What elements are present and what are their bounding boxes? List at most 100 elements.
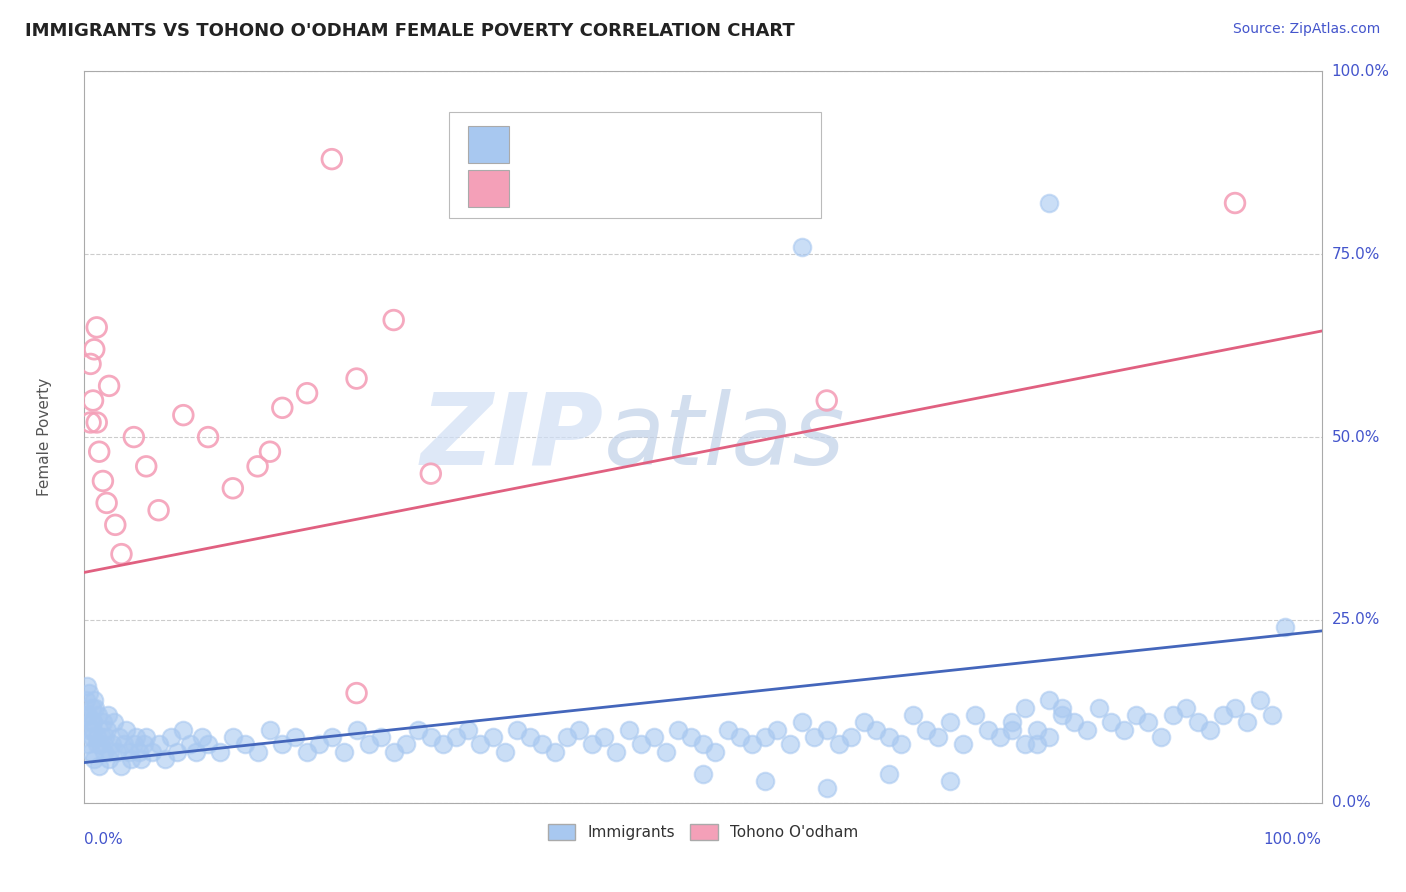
Point <box>172 408 194 422</box>
Point <box>952 737 974 751</box>
Text: atlas: atlas <box>605 389 845 485</box>
Point <box>209 745 232 759</box>
Point <box>179 737 201 751</box>
Point <box>1001 715 1024 730</box>
Point <box>128 745 150 759</box>
Point <box>82 715 104 730</box>
Point <box>100 737 122 751</box>
Point <box>90 730 112 744</box>
Point <box>141 745 163 759</box>
Legend: Immigrants, Tohono O'odham: Immigrants, Tohono O'odham <box>541 818 865 847</box>
FancyBboxPatch shape <box>468 170 509 207</box>
Point <box>766 723 789 737</box>
Point <box>87 708 110 723</box>
Point <box>222 481 245 495</box>
Point <box>75 693 97 707</box>
Point <box>246 745 269 759</box>
Point <box>83 343 105 357</box>
Point <box>271 737 294 751</box>
Point <box>80 730 103 744</box>
Point <box>1137 715 1160 730</box>
Point <box>1001 723 1024 737</box>
Point <box>927 730 949 744</box>
Point <box>104 517 127 532</box>
Point <box>1088 700 1111 714</box>
Point <box>184 745 207 759</box>
Point <box>419 467 441 481</box>
Point <box>82 723 104 737</box>
Point <box>1050 700 1073 714</box>
Point <box>135 730 157 744</box>
Point <box>125 730 148 744</box>
Text: Source: ZipAtlas.com: Source: ZipAtlas.com <box>1233 22 1381 37</box>
Point <box>605 745 627 759</box>
Point <box>77 708 100 723</box>
Point <box>93 745 115 759</box>
Text: 75.0%: 75.0% <box>1331 247 1379 261</box>
Point <box>666 723 689 737</box>
Text: IMMIGRANTS VS TOHONO O'ODHAM FEMALE POVERTY CORRELATION CHART: IMMIGRANTS VS TOHONO O'ODHAM FEMALE POVE… <box>25 22 794 40</box>
Point <box>506 723 529 737</box>
Point <box>370 730 392 744</box>
Point <box>1063 715 1085 730</box>
Point <box>84 700 107 714</box>
FancyBboxPatch shape <box>450 112 821 218</box>
Point <box>118 745 141 759</box>
FancyBboxPatch shape <box>468 126 509 163</box>
Point <box>1187 715 1209 730</box>
Point <box>754 773 776 788</box>
Point <box>153 752 176 766</box>
Point <box>89 444 111 458</box>
Point <box>321 152 343 166</box>
Point <box>148 737 170 751</box>
Point <box>754 730 776 744</box>
Point <box>148 503 170 517</box>
Point <box>815 781 838 796</box>
Point <box>519 730 541 744</box>
Point <box>321 730 343 744</box>
Text: Female Poverty: Female Poverty <box>38 378 52 496</box>
Point <box>83 693 105 707</box>
Text: 0.0%: 0.0% <box>1331 796 1371 810</box>
Point <box>103 715 125 730</box>
Point <box>122 737 145 751</box>
Point <box>1261 708 1284 723</box>
Text: R = 0.295   N = 150: R = 0.295 N = 150 <box>531 135 745 154</box>
Point <box>903 708 925 723</box>
Point <box>191 730 214 744</box>
Point <box>1150 730 1173 744</box>
Point <box>1174 700 1197 714</box>
Point <box>470 737 492 751</box>
Point <box>89 737 111 751</box>
Point <box>877 730 900 744</box>
Point <box>98 379 121 393</box>
Point <box>79 715 101 730</box>
Point <box>83 752 105 766</box>
Point <box>98 752 121 766</box>
Text: R = 0.573   N =  29: R = 0.573 N = 29 <box>531 179 738 198</box>
Point <box>939 773 962 788</box>
Point <box>1038 196 1060 211</box>
Point <box>419 730 441 744</box>
Text: 0.0%: 0.0% <box>84 832 124 847</box>
Point <box>865 723 887 737</box>
Point <box>741 737 763 751</box>
Point <box>259 723 281 737</box>
Point <box>160 730 183 744</box>
Text: 100.0%: 100.0% <box>1331 64 1389 78</box>
Text: ZIP: ZIP <box>420 389 605 485</box>
Point <box>86 730 108 744</box>
Point <box>1026 737 1049 751</box>
Point <box>357 737 380 751</box>
Point <box>877 766 900 780</box>
Point <box>91 715 114 730</box>
Text: 25.0%: 25.0% <box>1331 613 1379 627</box>
Point <box>395 737 418 751</box>
Point <box>135 459 157 474</box>
Point <box>1038 730 1060 744</box>
Point <box>692 766 714 780</box>
Point <box>105 745 128 759</box>
Point <box>166 745 188 759</box>
Point <box>346 686 368 700</box>
Point <box>308 737 330 751</box>
